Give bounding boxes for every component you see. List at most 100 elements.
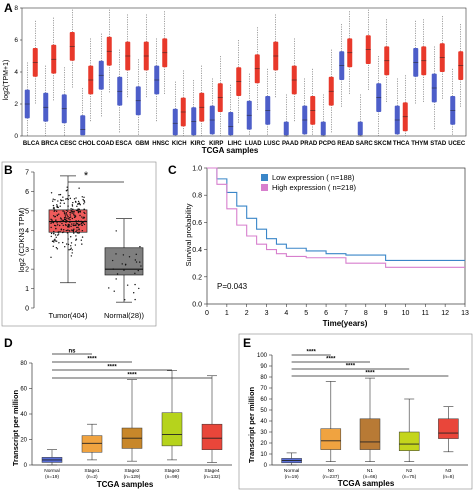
panel-b-point (60, 229, 63, 231)
panel-c-survival-curve: C Survival probability Time(years) P=0.0… (168, 163, 469, 328)
panel-b-point (62, 219, 65, 222)
panel-b-point (66, 214, 68, 216)
panel-e-category-label: Normal (284, 468, 299, 474)
panel-b-point (74, 214, 76, 217)
panel-b-point (63, 218, 66, 221)
panel-b-point (133, 292, 135, 294)
panel-b-point (70, 225, 72, 228)
panel-a-category-label: CESC (60, 141, 77, 147)
panel-b-point (68, 194, 70, 197)
panel-b-point (55, 236, 57, 238)
panel-a-normal-box (320, 121, 326, 136)
panel-b-cdkn3-boxplot: B log2 (CDKN3 TPM) * 0 1 2 3 4 5 6 7 Tumor(404) N… (1, 161, 157, 327)
panel-b-point (54, 240, 57, 242)
panel-b-point (113, 290, 115, 292)
panel-b-point (69, 248, 72, 251)
panel-b-point (52, 200, 54, 202)
panel-b-point (60, 199, 63, 202)
panel-b-point (64, 223, 67, 226)
panel-a-ytick-label: 6 (14, 37, 18, 44)
panel-b-point (70, 245, 72, 247)
panel-c-xlabel: Time(years) (323, 319, 368, 328)
panel-b-point (65, 221, 67, 224)
panel-e-box (359, 418, 381, 450)
panel-a-ytick-label: 4 (14, 69, 18, 76)
panel-e-category-label: N1 (367, 468, 373, 474)
panel-b-point (68, 224, 71, 226)
panel-b-point (124, 299, 126, 301)
panel-b-point (69, 216, 72, 218)
panel-d-ytick-label: 0 (24, 463, 28, 469)
panel-c-xtick-label: 1 (225, 310, 229, 317)
panel-b-point (140, 265, 142, 267)
panel-d-category-label: (n=132) (204, 474, 221, 480)
panel-b-point (139, 261, 141, 263)
panel-a-category-label: UCEC (448, 141, 466, 147)
panel-b-point (50, 256, 52, 258)
panel-b-point (60, 218, 62, 220)
panel-e-significance-label: **** (365, 371, 375, 377)
panel-a-normal-box (283, 121, 289, 136)
panel-a-category-label: STAD (430, 141, 447, 147)
panel-b-point (123, 269, 125, 271)
panel-e-significance-label: **** (346, 364, 356, 370)
panel-b-point (57, 206, 59, 209)
panel-b-point (65, 212, 68, 214)
panel-b-point (50, 222, 52, 225)
panel-b-point (71, 210, 74, 213)
panel-b-ytick-label: 4 (25, 228, 29, 235)
panel-b-point (63, 213, 66, 215)
panel-b-point (52, 222, 55, 224)
panel-a-category-label: THYM (411, 141, 428, 147)
panel-b-point (128, 256, 131, 258)
panel-b-point (70, 209, 72, 211)
panel-b-point (82, 217, 84, 219)
panel-b-point (67, 215, 69, 218)
panel-b-point (55, 246, 58, 249)
panel-b-point (66, 186, 68, 188)
panel-b-point (80, 220, 82, 223)
panel-a-letter: A (4, 1, 13, 15)
panel-b-point (50, 226, 52, 229)
panel-b-point (65, 198, 67, 200)
panel-b-point (64, 246, 66, 248)
panel-b-point (52, 198, 54, 200)
panel-b-point (71, 212, 74, 214)
panel-b-point (78, 228, 80, 230)
panel-b-point (134, 272, 136, 275)
panel-c-xtick-label: 13 (461, 310, 469, 317)
panel-e-nodal-boxplot: E Transcript per million TCGA samples 0 1… (238, 333, 473, 490)
panel-b-point (72, 201, 74, 204)
panel-b-point (73, 214, 75, 216)
panel-b-point (67, 218, 70, 220)
panel-b-point (54, 220, 57, 222)
panel-b-ytick-label: 1 (25, 286, 29, 293)
panel-b-point (115, 253, 117, 255)
panel-e-box (320, 428, 342, 450)
panel-b-point (56, 248, 59, 250)
panel-c-xtick-label: 2 (245, 310, 249, 317)
panel-b-point (54, 234, 57, 236)
panel-b-point (71, 204, 74, 206)
panel-d-ytick-label: 80 (20, 361, 27, 367)
panel-b-point (53, 232, 55, 235)
panel-b-point (71, 249, 73, 251)
panel-b-letter: B (4, 163, 13, 177)
panel-b-point (53, 230, 55, 233)
panel-a-normal-box (191, 107, 197, 136)
panel-e-ylabel: Transcript per million (247, 386, 256, 463)
panel-a-category-label: PRAD (300, 141, 318, 147)
panel-b-point (68, 230, 71, 232)
panel-b-point (65, 190, 68, 192)
panel-b-point (81, 229, 84, 232)
panel-b-point (55, 219, 57, 221)
panel-b-point (58, 231, 60, 233)
panel-b-point (59, 202, 62, 204)
panel-b-point (70, 208, 72, 210)
panel-b-point (79, 214, 81, 217)
panel-b-point (73, 223, 75, 225)
panel-b-point (62, 210, 64, 212)
panel-b-point (52, 207, 55, 209)
panel-b-point (53, 224, 56, 227)
panel-e-ytick-label: 10 (260, 452, 267, 458)
